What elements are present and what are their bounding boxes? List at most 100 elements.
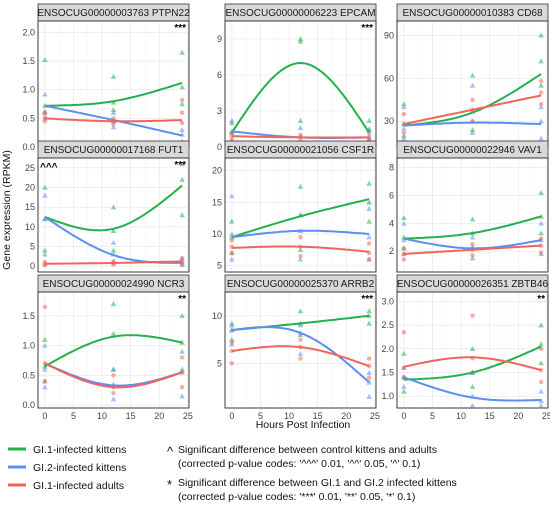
data-point-adults (538, 101, 544, 107)
data-point-adults (538, 90, 544, 95)
data-point-kittens (42, 216, 48, 222)
y-tick-label: 9 (217, 34, 222, 44)
y-axis-title: Gene expression (RPKM) (1, 150, 13, 270)
data-point-kittens (366, 218, 372, 224)
x-tick-label: 10 (456, 411, 466, 421)
data-point-kittens (538, 402, 544, 408)
y-tick-label: 1.0 (381, 391, 394, 401)
data-point-kittens (366, 308, 372, 314)
y-tick-label: 6 (389, 191, 394, 201)
x-tick-label: 0 (401, 411, 406, 421)
data-point-kittens (110, 247, 117, 253)
data-point-kittens (297, 256, 304, 262)
y-tick-label: 20 (25, 182, 35, 192)
data-point-kittens (42, 336, 48, 342)
data-point-kittens (110, 239, 117, 245)
data-point-kittens (297, 117, 304, 123)
series-line (403, 345, 542, 381)
data-point-kittens (401, 101, 407, 107)
y-tick-label: 0.5 (22, 113, 35, 123)
note-line2: (corrected p-value codes: '^^^' 0.01, '^… (178, 458, 420, 470)
data-point-kittens (401, 383, 407, 389)
data-point-adults (229, 238, 235, 243)
data-point-kittens (229, 117, 235, 123)
series-line (403, 376, 542, 402)
data-point-kittens (229, 218, 235, 224)
data-point-kittens (297, 247, 304, 253)
data-point-kittens (401, 104, 407, 110)
series-line (231, 135, 370, 139)
series-line (403, 244, 542, 255)
data-point-adults (401, 257, 407, 262)
data-point-kittens (110, 396, 117, 402)
data-point-adults (470, 253, 475, 258)
panel-epcam: ENSOCUG00000006223 EPCAM 0 3 6 9 *** (217, 3, 377, 152)
data-point-kittens (179, 49, 185, 55)
legend-label: GI.2-infected kittens (33, 462, 126, 474)
x-tick-label: 15 (313, 411, 323, 421)
x-tick-label: 0 (229, 411, 234, 421)
data-point-adults (366, 241, 372, 246)
x-tick-label: 5 (258, 411, 263, 421)
data-point-kittens (229, 336, 235, 342)
data-point-adults (179, 110, 185, 115)
data-point-kittens (179, 312, 185, 319)
series-line (403, 94, 542, 126)
legend: GI.1-infected kittens GI.2-infected kitt… (8, 444, 126, 492)
data-point-kittens (179, 101, 185, 107)
data-point-kittens (179, 348, 185, 354)
data-point-kittens (538, 388, 544, 394)
data-point-adults (470, 97, 475, 102)
data-point-adults (366, 257, 372, 262)
data-point-kittens (538, 230, 544, 236)
data-point-kittens (469, 129, 476, 135)
data-point-kittens (401, 132, 407, 138)
data-point-kittens (538, 118, 544, 124)
data-point-kittens (229, 256, 235, 262)
plot-border (396, 157, 549, 273)
series-line (44, 334, 183, 368)
series-line (403, 237, 542, 250)
series-line (44, 260, 183, 265)
data-point-adults (111, 390, 116, 396)
y-tick-label: 8 (389, 163, 394, 173)
significance-marker: ** (537, 294, 545, 305)
series-line (231, 245, 370, 253)
data-point-kittens (366, 180, 372, 186)
data-point-adults (538, 78, 544, 84)
panel-zbtb46: ENSOCUG00000026351 ZBTB46 0 5 10 15 20 25 1.0 1.… (381, 274, 550, 421)
y-tick-label: 30 (384, 116, 394, 126)
data-point-kittens (110, 106, 117, 113)
y-tick-label: 0.0 (22, 142, 35, 152)
y-tick-label: 5 (217, 261, 222, 271)
data-point-kittens (297, 183, 304, 189)
data-point-adults (111, 373, 116, 378)
data-point-kittens (366, 393, 372, 399)
note-line1: Significant difference between control k… (178, 444, 437, 456)
significance-marker-left: ^^^ (40, 162, 58, 173)
note-symbol: ^ (167, 444, 174, 459)
data-point-adults (470, 313, 475, 318)
y-tick-label: 10 (212, 311, 222, 321)
data-point-kittens (366, 320, 372, 326)
data-point-kittens (401, 388, 407, 394)
y-tick-label: 0 (30, 261, 35, 271)
data-point-adults (366, 375, 372, 380)
panel-title: ENSOCUG00000006223 EPCAM (225, 8, 375, 19)
y-tick-label: 5 (217, 358, 222, 368)
note-symbol: * (167, 477, 172, 492)
data-point-kittens (538, 220, 544, 226)
data-point-adults (42, 379, 48, 384)
y-tick-label: 1.5 (22, 311, 35, 321)
data-point-kittens (42, 366, 48, 372)
data-point-adults (42, 304, 48, 310)
data-point-kittens (229, 322, 235, 328)
plot-border (224, 157, 377, 273)
data-point-adults (229, 361, 235, 366)
data-point-adults (229, 250, 235, 256)
plot-border (37, 157, 190, 273)
data-point-adults (470, 241, 475, 247)
data-point-kittens (179, 212, 185, 218)
x-tick-label: 25 (183, 411, 193, 421)
